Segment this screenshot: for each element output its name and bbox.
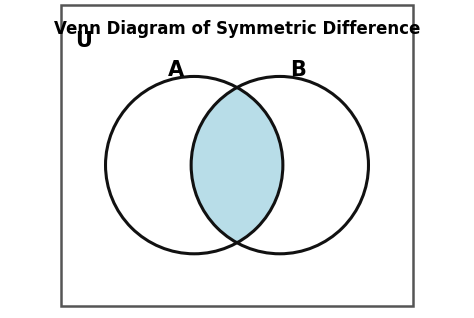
- Text: U: U: [75, 31, 92, 51]
- Polygon shape: [191, 87, 283, 243]
- Text: Venn Diagram of Symmetric Difference: Venn Diagram of Symmetric Difference: [54, 20, 420, 38]
- Text: A: A: [168, 59, 184, 80]
- Text: B: B: [290, 59, 306, 80]
